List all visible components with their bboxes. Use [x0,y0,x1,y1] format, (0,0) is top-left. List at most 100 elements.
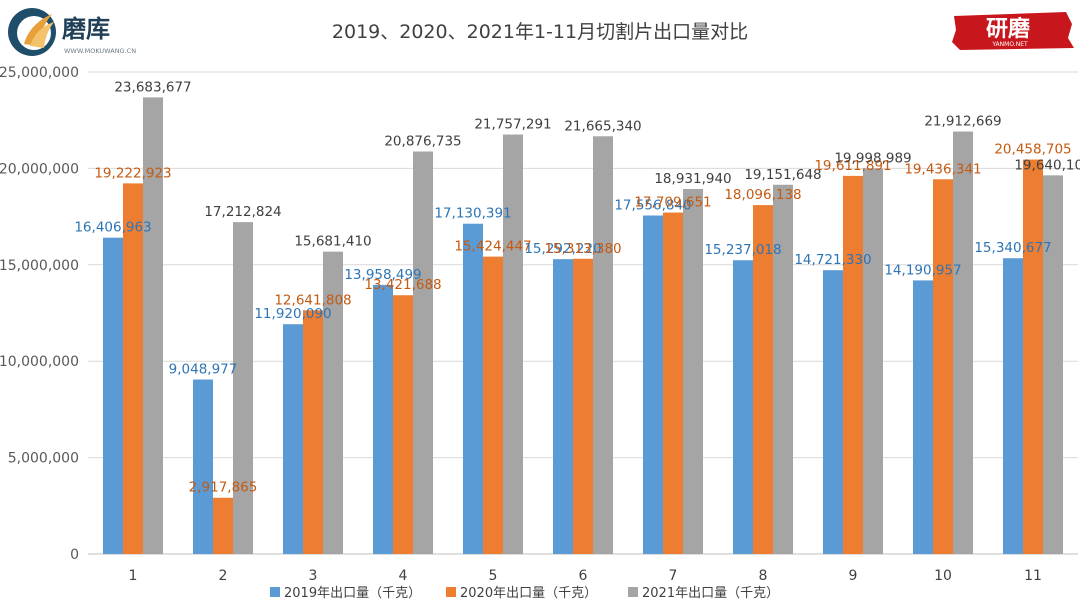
mokuwang-logo-url: WWW.MOKUWANG.CN [64,47,136,55]
bar-series-1-cat-7 [643,215,663,554]
x-axis: 1 2 3 4 5 6 7 8 9 10 11 [129,568,1042,584]
y-tick-label: 25,000,000 [0,65,79,81]
data-label-series-1-cat-5: 17,130,391 [434,206,511,222]
bar-series-2-cat-5 [483,256,503,554]
data-label-series-2-cat-11: 20,458,705 [994,142,1071,158]
y-tick-label: 5,000,000 [8,451,79,467]
bar-series-1-cat-6 [553,259,573,554]
bar-series-3-cat-2 [233,222,253,554]
legend-label: 2021年出口量（千克） [642,586,779,601]
data-label-series-1-cat-1: 16,406,963 [74,220,151,236]
y-axis: 0 5,000,000 10,000,000 15,000,000 20,000,000… [0,65,79,563]
x-tick-label: 5 [489,568,498,584]
data-label-series-2-cat-10: 19,436,341 [904,161,981,177]
data-label-series-2-cat-2: 2,917,865 [189,480,258,496]
data-label-series-2-cat-6: 15,313,380 [544,241,621,257]
mokuwang-logo-text: 磨库 [62,15,110,43]
legend-item-3: 2021年出口量（千克） [628,586,779,601]
yanmo-logo: 研磨 YANMO.NET [952,12,1074,50]
y-tick-label: 0 [70,547,79,563]
data-label-series-3-cat-10: 21,912,669 [924,114,1001,130]
bar-series-2-cat-1 [123,183,143,554]
mokuwang-logo-icon [8,8,56,56]
yanmo-logo-brush-stroke [952,12,1074,50]
legend-swatch [270,587,280,597]
chart-title: 2019、2020、2021年1-11月切割片出口量对比 [332,21,748,43]
data-label-series-3-cat-7: 18,931,940 [654,171,731,187]
legend-swatch [628,587,638,597]
data-label-series-3-cat-1: 23,683,677 [114,79,191,95]
bar-series-3-cat-8 [773,184,793,554]
data-label-series-3-cat-5: 21,757,291 [474,117,551,133]
data-label-series-3-cat-9: 19,998,989 [834,150,911,166]
data-label-series-1-cat-3: 11,920,090 [254,306,331,322]
bar-series-1-cat-10 [913,280,933,554]
bar-series-3-cat-3 [323,251,343,554]
data-label-series-1-cat-2: 9,048,977 [169,362,238,378]
bar-series-2-cat-2 [213,497,233,554]
mokuwang-logo: 磨库 WWW.MOKUWANG.CN [8,8,136,56]
x-tick-label: 1 [129,568,138,584]
bar-series-3-cat-1 [143,97,163,554]
bar-series-2-cat-4 [393,295,413,554]
bar-series-2-cat-7 [663,212,683,554]
bar-series-1-cat-2 [193,379,213,554]
bar-series-2-cat-9 [843,175,863,554]
bar-series-3-cat-4 [413,151,433,554]
yanmo-logo-url: YANMO.NET [991,41,1028,48]
data-label-series-2-cat-8: 18,096,138 [724,187,801,203]
legend-item-2: 2020年出口量（千克） [446,586,597,601]
data-label-series-1-cat-11: 15,340,677 [974,240,1051,256]
data-label-series-2-cat-7: 17,709,651 [634,195,711,211]
data-label-series-2-cat-4: 13,421,688 [364,277,441,293]
legend-item-1: 2019年出口量（千克） [270,586,421,601]
data-label-series-3-cat-8: 19,151,648 [744,167,821,183]
x-tick-label: 2 [219,568,228,584]
x-tick-label: 3 [309,568,318,584]
bar-series-3-cat-7 [683,188,703,555]
legend-label: 2019年出口量（千克） [284,586,421,601]
bar-series-2-cat-3 [303,310,323,554]
data-label-series-2-cat-9: 19,611,891 [814,158,891,174]
bar-series-1-cat-11 [1003,258,1023,554]
bar-series-1-cat-1 [103,237,123,554]
bar-series-3-cat-5 [503,134,523,555]
data-label-series-2-cat-3: 12,641,808 [274,292,351,308]
data-label-series-1-cat-4: 13,958,499 [344,267,421,283]
bar-series-2-cat-8 [753,205,773,555]
data-label-series-3-cat-2: 17,212,824 [204,204,281,220]
data-label-series-2-cat-5: 15,424,447 [454,239,531,255]
data-label-series-3-cat-3: 15,681,410 [294,234,371,250]
data-label-series-3-cat-4: 20,876,735 [384,133,461,149]
legend-swatch [446,587,456,597]
x-tick-label: 8 [759,568,768,584]
data-labels: 16,406,963 19,222,923 23,683,677 9,048,977 2… [74,79,1080,495]
bar-series-2-cat-11 [1023,159,1043,555]
x-tick-label: 7 [669,568,678,584]
bar-series-3-cat-9 [863,168,883,554]
bar-series-1-cat-8 [733,260,753,554]
y-tick-label: 10,000,000 [0,354,79,370]
bar-series-3-cat-11 [1043,175,1063,554]
bar-series-1-cat-4 [373,284,393,554]
bars [103,97,1063,555]
data-label-series-2-cat-1: 19,222,923 [94,165,171,181]
yanmo-logo-text: 研磨 [986,17,1030,42]
data-label-series-1-cat-7: 17,556,840 [614,198,691,214]
bar-series-1-cat-3 [283,324,303,554]
x-tick-label: 4 [399,568,408,584]
bar-series-1-cat-9 [823,270,843,554]
bar-series-3-cat-6 [593,136,613,555]
legend: 2019年出口量（千克） 2020年出口量（千克） 2021年出口量（千克） [270,586,779,601]
x-tick-label: 6 [579,568,588,584]
data-label-series-1-cat-10: 14,190,957 [884,262,961,278]
x-tick-label: 11 [1024,568,1042,584]
bar-series-2-cat-6 [573,258,593,554]
y-tick-label: 20,000,000 [0,161,79,177]
legend-label: 2020年出口量（千克） [460,586,597,601]
data-label-series-3-cat-6: 21,665,340 [564,118,641,134]
x-tick-label: 10 [934,568,952,584]
bar-series-3-cat-10 [953,131,973,554]
x-tick-label: 9 [849,568,858,584]
